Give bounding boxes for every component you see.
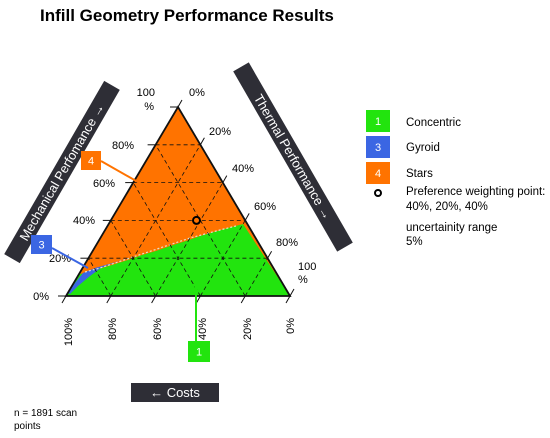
legend-uncertainty-value: 5%	[406, 236, 423, 248]
tick-right-40: 40%	[232, 163, 254, 175]
tick-right-100-line1: 100	[298, 261, 316, 273]
tick-left-100-line2: %	[144, 101, 154, 113]
tick-right-100-line2: %	[298, 274, 308, 286]
legend-label-stars: Stars	[406, 168, 433, 180]
tick-right-20: 20%	[209, 126, 231, 138]
tick-left-100-line1: 100	[137, 87, 155, 99]
region-concentric	[66, 224, 290, 296]
left-tick-labels: 0% 20% 40% 60% 80% 100 %	[33, 87, 158, 303]
chart-title: Infill Geometry Performance Results	[40, 6, 334, 25]
axis-label-right: Thermal Performance →	[233, 62, 353, 252]
scan-count-line1: n = 1891 scan	[14, 408, 77, 419]
axis-label-bottom: ← Costs	[131, 383, 219, 402]
tick-right-80: 80%	[276, 237, 298, 249]
axis-label-bottom-text: ← Costs	[150, 385, 200, 400]
regions	[66, 107, 290, 296]
tick-left-100: 100 %	[137, 87, 158, 113]
legend-label-gyroid: Gyroid	[406, 142, 440, 154]
legend-preference-marker	[374, 189, 382, 197]
legend-preference-line1: Preference weighting point:	[406, 186, 545, 198]
legend-uncertainty-label: uncertainity range	[406, 222, 497, 234]
legend-badge-concentric: 1	[375, 116, 381, 128]
tick-marks	[58, 99, 295, 304]
bottom-tick-labels: 100% 80% 60% 40% 20% 0%	[63, 318, 297, 346]
tick-right-100: 100 %	[298, 261, 319, 286]
tick-left-60: 60%	[93, 178, 115, 190]
tick-bottom-60: 60%	[152, 318, 164, 340]
legend-badge-stars: 4	[375, 168, 381, 180]
legend-preference-line2: 40%, 20%, 40%	[406, 201, 488, 213]
legend-item-concentric: 1 Concentric	[366, 110, 461, 132]
region-gyroid	[68, 257, 133, 294]
callout-gyroid: 3	[31, 235, 89, 269]
legend-item-preference: Preference weighting point: 40%, 20%, 40…	[374, 186, 545, 213]
tick-left-80: 80%	[112, 140, 134, 152]
legend-item-gyroid: 3 Gyroid	[366, 136, 440, 158]
tick-right-0: 0%	[189, 87, 205, 99]
tick-bottom-40: 40%	[197, 318, 209, 340]
scan-count-line2: points	[14, 421, 41, 432]
tick-left-20: 20%	[49, 253, 71, 265]
legend: 1 Concentric 3 Gyroid 4 Stars Preference…	[366, 110, 545, 248]
tick-left-0: 0%	[33, 291, 49, 303]
legend-badge-gyroid: 3	[375, 142, 381, 154]
tick-left-40: 40%	[73, 215, 95, 227]
preference-point	[192, 215, 201, 225]
legend-item-uncertainty: uncertainity range 5%	[406, 222, 497, 248]
tick-bottom-0: 0%	[285, 318, 297, 334]
tick-bottom-80: 80%	[107, 318, 119, 340]
callout-concentric-badge: 1	[196, 347, 202, 359]
triangle-outline	[64, 105, 292, 297]
legend-label-concentric: Concentric	[406, 117, 461, 129]
legend-item-stars: 4 Stars	[366, 162, 433, 184]
tick-right-60: 60%	[254, 201, 276, 213]
callout-concentric: 1	[188, 272, 210, 362]
tick-bottom-100: 100%	[63, 318, 75, 346]
callout-gyroid-badge: 3	[38, 240, 44, 252]
callout-stars-badge: 4	[88, 156, 94, 168]
callout-stars: 4	[81, 151, 153, 191]
tick-bottom-20: 20%	[242, 318, 254, 340]
right-tick-labels: 0% 20% 40% 60% 80% 100 %	[189, 87, 319, 286]
